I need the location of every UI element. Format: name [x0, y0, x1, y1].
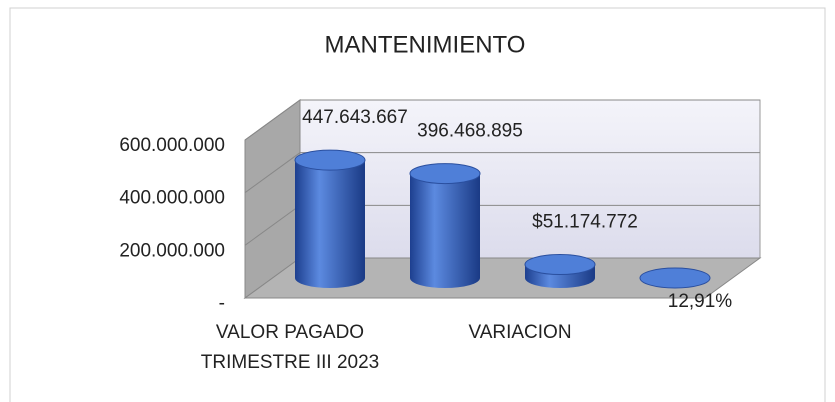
- data-label: 447.643.667: [302, 107, 408, 128]
- data-label: 396.468.895: [417, 121, 523, 142]
- grid-line: [244, 152, 760, 194]
- y-tick-label: 600.000.000: [119, 135, 225, 156]
- floor: [243, 257, 762, 299]
- bar: [639, 267, 711, 289]
- cylinder-top: [294, 149, 366, 171]
- x-tick-label: VARIACION: [468, 322, 572, 343]
- cylinder-body: [295, 160, 365, 288]
- chart-border: [9, 7, 826, 402]
- cylinder-top: [639, 267, 711, 289]
- grid-line: [244, 99, 760, 141]
- y-tick-label: 400.000.000: [119, 188, 225, 209]
- cylinder-top: [409, 163, 481, 185]
- bar: [294, 149, 366, 288]
- cylinder-top: [524, 254, 596, 276]
- y-tick-label: 200.000.000: [119, 240, 225, 261]
- x-tick-label: VALOR PAGADO TRIMESTRE III 2023: [200, 322, 380, 373]
- y-tick-label: -: [219, 293, 225, 314]
- chart-title: MANTENIMIENTO: [325, 31, 526, 58]
- data-label: $51.174.772: [532, 212, 638, 233]
- bar: [524, 254, 596, 288]
- data-label: 12,91%: [668, 291, 733, 312]
- bar: [409, 163, 481, 288]
- cylinder-body: [410, 173, 480, 288]
